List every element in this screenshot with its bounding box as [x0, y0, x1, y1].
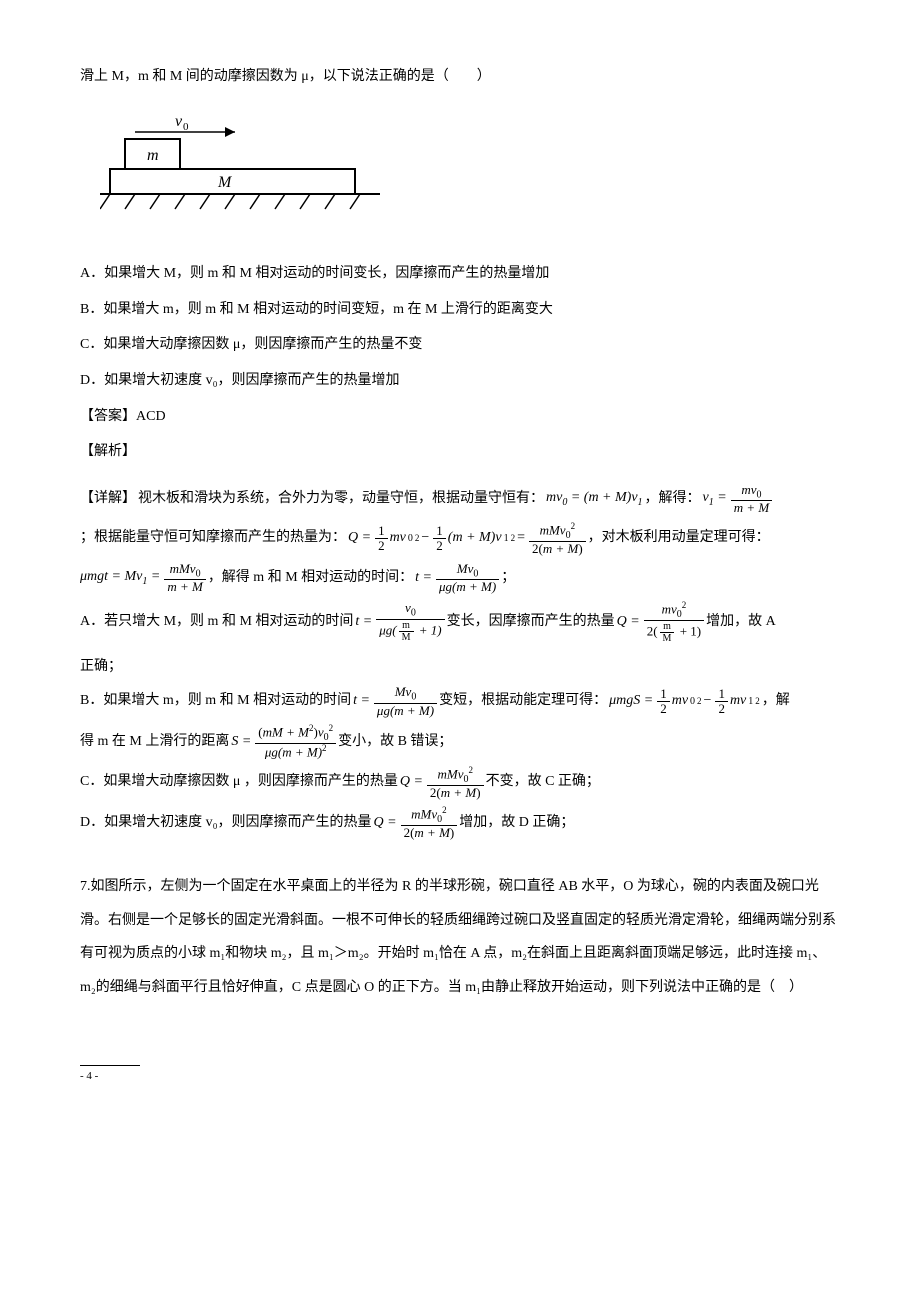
- detail-label: 【详解】: [80, 491, 136, 508]
- eq-v1: v1 =: [703, 490, 727, 509]
- optB-line2-prefix: 得 m 在 M 上滑行的距离: [80, 734, 229, 751]
- page-footer: - 4 -: [80, 1065, 140, 1083]
- svg-text:0: 0: [183, 121, 189, 133]
- detail-line3: μmgt = Mv1 = mMv0m + M ，解得 m 和 M 相对运动的时间…: [80, 562, 840, 595]
- optB-line2: 得 m 在 M 上滑行的距离 S = (mM + M2)v02μg(m + M)…: [80, 724, 840, 760]
- optA-end: 增加，故 A: [706, 614, 776, 631]
- frac-QD: mMv022(m + M): [401, 806, 458, 840]
- frac-v1: mv0m + M: [731, 483, 773, 516]
- detail-line1: 【详解】 视木板和滑块为系统，合外力为零，动量守恒，根据动量守恒有： mv0 =…: [80, 483, 840, 516]
- svg-text:v: v: [175, 114, 183, 130]
- optB-mid: 变短，根据动能定理可得：: [439, 693, 607, 710]
- answer-line: 【答案】ACD: [80, 400, 840, 434]
- frac-Q: mMv022(m + M): [529, 522, 586, 556]
- option-C: C．如果增大动摩擦因数 μ，则因摩擦而产生的热量不变: [80, 328, 840, 362]
- answer-value: ACD: [136, 409, 166, 424]
- optB-prefix: B．如果增大 m，则 m 和 M 相对运动的时间: [80, 693, 351, 710]
- option-A: A．如果增大 M，则 m 和 M 相对运动的时间变长，因摩擦而产生的热量增加: [80, 257, 840, 291]
- optD-prefix: D．如果增大初速度 v₀，则因摩擦而产生的热量: [80, 815, 372, 832]
- frac-QC: mMv022(m + M): [427, 766, 484, 800]
- optC-end: 不变，故 C 正确；: [486, 774, 600, 791]
- eq-t-sym: t =: [415, 570, 432, 587]
- optA-analysis: A．若只增大 M，则 m 和 M 相对运动的时间 t = v0μg(mM + 1…: [80, 601, 840, 644]
- page-number: - 4 -: [80, 1070, 98, 1082]
- frac-t: Mv0μg(m + M): [436, 562, 499, 595]
- optB-analysis: B．如果增大 m，则 m 和 M 相对运动的时间 t = Mv0μg(m + M…: [80, 685, 840, 718]
- eq-Q-sym: Q =: [348, 530, 371, 547]
- frac-tB: Mv0μg(m + M): [374, 685, 437, 718]
- analysis-label: 【解析】: [80, 435, 840, 469]
- frac-S: (mM + M2)v02μg(m + M)2: [255, 724, 336, 760]
- frac-half2: 12: [433, 524, 446, 554]
- frac-half1: 12: [375, 524, 388, 554]
- intro-text: 滑上 M，m 和 M 间的动摩擦因数为 μ，以下说法正确的是（ ）: [80, 60, 840, 94]
- eq-momentum: mv0 = (m + M)v1: [546, 490, 643, 509]
- detail-line2: ；根据能量守恒可知摩擦而产生的热量为： Q = 12 mv02 − 12 (m …: [80, 522, 840, 556]
- question-7: 7.如图所示，左侧为一个固定在水平桌面上的半径为 R 的半球形碗，碗口直径 AB…: [80, 870, 840, 1004]
- option-B: B．如果增大 m，则 m 和 M 相对运动的时间变短，m 在 M 上滑行的距离变…: [80, 293, 840, 327]
- detail-board: ，对木板利用动量定理可得：: [588, 530, 770, 547]
- block-diagram: v 0 m M: [100, 114, 840, 238]
- optD-end: 增加，故 D 正确；: [459, 815, 574, 832]
- optA-correct: 正确；: [80, 650, 840, 684]
- frac-tA: v0μg(mM + 1): [376, 601, 444, 643]
- svg-text:M: M: [217, 174, 233, 191]
- option-D: D．如果增大初速度 v₀，则因摩擦而产生的热量增加: [80, 364, 840, 398]
- optD-analysis: D．如果增大初速度 v₀，则因摩擦而产生的热量 Q = mMv022(m + M…: [80, 806, 840, 840]
- answer-label: 【答案】: [80, 409, 136, 424]
- end-semi: ；: [501, 570, 515, 587]
- detail-intro: 视木板和滑块为系统，合外力为零，动量守恒，根据动量守恒有：: [138, 491, 544, 508]
- detail-time-solve: ，解得 m 和 M 相对运动的时间：: [208, 570, 413, 587]
- svg-text:m: m: [147, 147, 159, 164]
- eq-impulse: μmgt = Mv1 =: [80, 569, 160, 588]
- optB-end: ，解: [762, 693, 790, 710]
- optA-prefix: A．若只增大 M，则 m 和 M 相对运动的时间: [80, 614, 353, 631]
- optB-line2-end: 变小，故 B 错误；: [338, 734, 452, 751]
- optA-mid: 变长，因摩擦而产生的热量: [447, 614, 615, 631]
- optC-analysis: C．如果增大动摩擦因数 μ ，则因摩擦而产生的热量 Q = mMv022(m +…: [80, 766, 840, 800]
- frac-impulse: mMv0m + M: [164, 562, 206, 595]
- detail-energy: ；根据能量守恒可知摩擦而产生的热量为：: [80, 530, 346, 547]
- detail-solve: ，解得：: [645, 491, 701, 508]
- frac-QA: mv022(mM + 1): [644, 601, 704, 644]
- optC-prefix: C．如果增大动摩擦因数 μ ，则因摩擦而产生的热量: [80, 774, 398, 791]
